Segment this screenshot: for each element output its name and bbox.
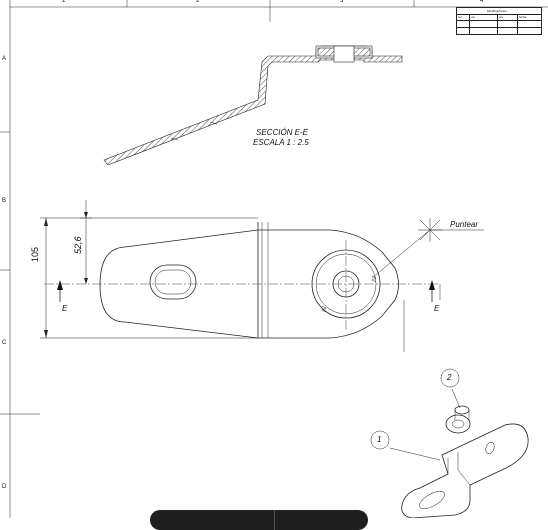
- title-block-col-fecha: fecha: [519, 15, 527, 19]
- zone-col-1: 1: [62, 0, 66, 4]
- isometric-view: [389, 388, 529, 519]
- zone-col-4: 4: [480, 0, 484, 4]
- title-block: Modificaciones ref ver por fecha: [456, 7, 542, 35]
- title-block-col-por: por: [499, 15, 504, 19]
- section-view-e-e: [103, 45, 403, 166]
- section-scale: ESCALA 1 : 2.5: [253, 138, 309, 147]
- balloon-1: 1: [377, 435, 382, 444]
- section-arrows: [57, 280, 435, 302]
- zone-row-a: A: [2, 56, 7, 62]
- weld-note-leader: [371, 218, 484, 279]
- weld-note-label: Puntear: [450, 220, 479, 229]
- zone-col-3: 3: [340, 0, 344, 4]
- zone-row-c: C: [2, 340, 7, 346]
- balloon-circles: [370, 368, 460, 450]
- balloon-2: 2: [447, 373, 452, 382]
- drawing-canvas: [0, 0, 548, 519]
- title-block-heading: Modificaciones: [487, 9, 507, 13]
- plan-view: [44, 222, 440, 339]
- dimension-overall-height: 105: [30, 246, 40, 262]
- section-marker-right: E: [434, 304, 440, 313]
- zone-col-2: 2: [196, 0, 200, 4]
- zone-row-b: B: [2, 198, 7, 204]
- dimension-lines: [40, 200, 441, 352]
- sheet-border: [0, 0, 548, 518]
- title-block-col-ver: ver: [471, 15, 476, 19]
- section-title: SECCIÓN E-E: [256, 128, 309, 137]
- zone-row-d: D: [2, 484, 7, 490]
- section-marker-left: E: [62, 304, 68, 313]
- title-block-col-ref: ref: [458, 15, 462, 19]
- dimension-offset-height: 52,6: [73, 236, 83, 254]
- toolbar-divider: [274, 510, 275, 530]
- viewer-toolbar[interactable]: [150, 510, 368, 530]
